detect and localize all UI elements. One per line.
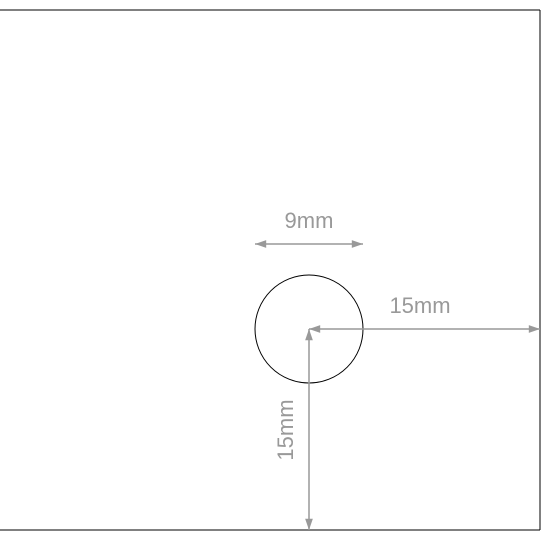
dimension-vertical: 15mm: [273, 329, 313, 530]
dim-vertical-label: 15mm: [273, 399, 298, 460]
dim-vertical-arrow-bottom: [305, 519, 313, 530]
dimension-diameter: 9mm: [255, 208, 363, 248]
dim-horizontal-arrow-right: [529, 325, 540, 333]
dim-vertical-arrow-top: [305, 329, 313, 340]
dim-diameter-arrow-right: [352, 240, 363, 248]
dim-diameter-arrow-left: [255, 240, 266, 248]
dim-horizontal-arrow-left: [309, 325, 320, 333]
dim-diameter-label: 9mm: [285, 208, 334, 233]
dim-horizontal-label: 15mm: [389, 293, 450, 318]
dimension-horizontal: 15mm: [309, 293, 540, 333]
technical-drawing: 9mm 15mm 15mm: [0, 0, 550, 550]
